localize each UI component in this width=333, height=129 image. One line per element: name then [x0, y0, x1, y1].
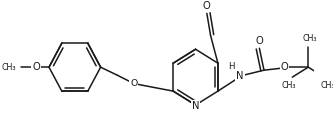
- Text: O: O: [130, 79, 138, 88]
- Text: CH₃: CH₃: [303, 34, 317, 43]
- Text: O: O: [255, 36, 263, 46]
- Text: O: O: [203, 1, 211, 11]
- Text: O: O: [280, 62, 288, 72]
- Text: CH₃: CH₃: [1, 63, 16, 72]
- Text: CH₃: CH₃: [281, 81, 296, 90]
- Text: N: N: [192, 101, 199, 111]
- Text: N: N: [236, 71, 244, 81]
- Text: O: O: [32, 62, 40, 72]
- Text: H: H: [228, 62, 235, 71]
- Text: CH₃: CH₃: [321, 81, 333, 90]
